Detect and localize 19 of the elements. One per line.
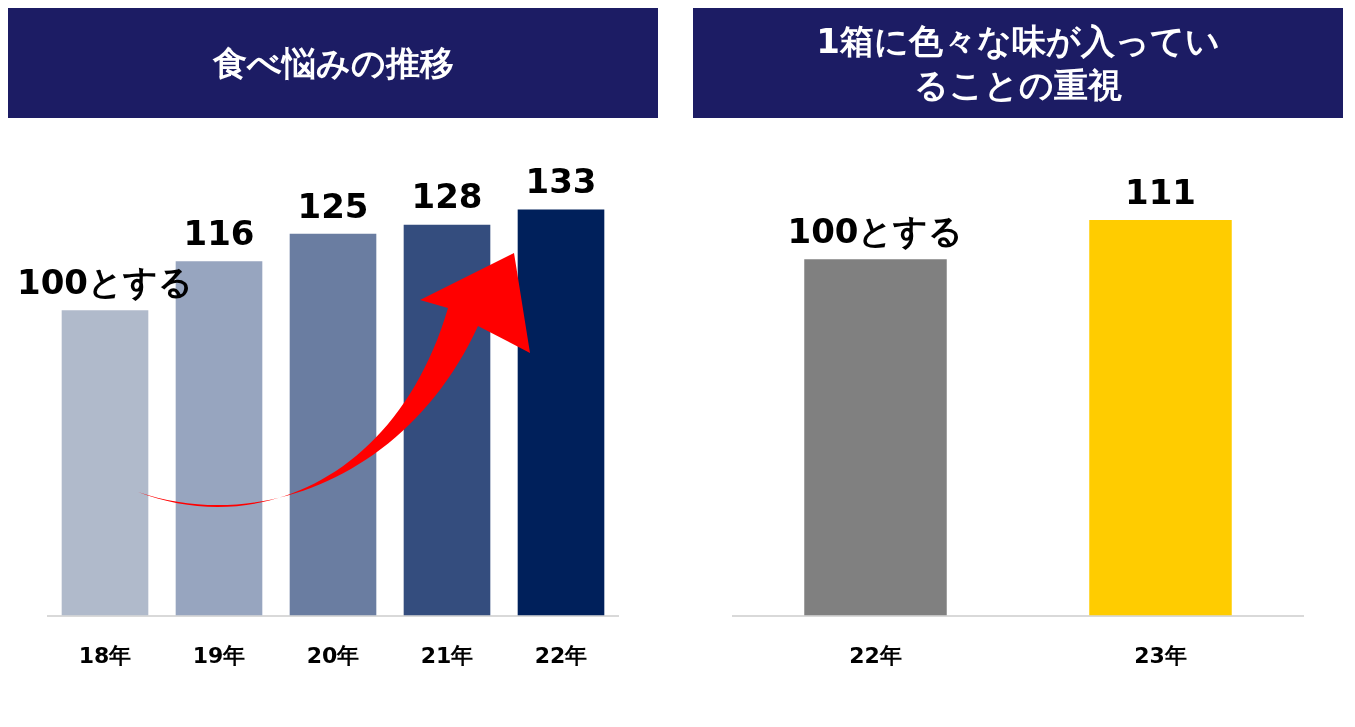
chart-title: 1箱に色々な味が入っていることの重視	[815, 20, 1221, 107]
bar	[289, 233, 377, 616]
bar	[517, 209, 605, 616]
x-tick-label: 20年	[306, 642, 360, 668]
data-label: 133	[525, 161, 597, 202]
x-tick-label: 22年	[534, 642, 588, 668]
data-label: 100とする	[787, 211, 964, 252]
x-tick-label: 23年	[1134, 642, 1187, 668]
x-tick-label: 18年	[78, 642, 132, 668]
x-tick-label: 21年	[420, 642, 474, 668]
data-label: 100とする	[17, 262, 193, 302]
data-label: 116	[183, 213, 255, 254]
x-tick-label: 22年	[849, 642, 902, 668]
data-label: 111	[1125, 171, 1196, 212]
x-tick-label: 19年	[192, 642, 246, 668]
data-label: 125	[297, 185, 369, 226]
data-label: 128	[411, 176, 483, 217]
bar	[61, 310, 149, 616]
chart-title: 食べ悩みの推移	[212, 42, 454, 85]
